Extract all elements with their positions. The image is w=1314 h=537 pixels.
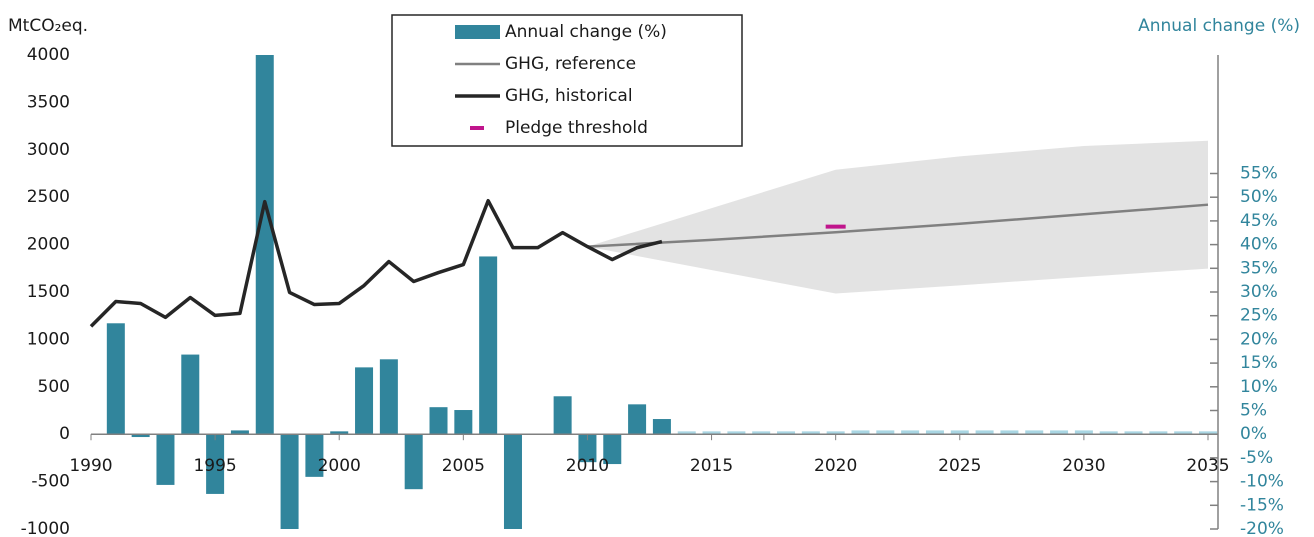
y2-tick-label: 30% xyxy=(1240,282,1278,302)
band-layer xyxy=(587,140,1208,294)
bar xyxy=(1199,431,1217,435)
bar xyxy=(801,431,820,435)
bar xyxy=(479,256,498,435)
y2-tick-label: 25% xyxy=(1240,306,1278,326)
y-tick-label: 4000 xyxy=(27,45,70,65)
y2-tick-label: 50% xyxy=(1240,187,1278,207)
bar xyxy=(503,434,522,529)
y2-tick-label: 45% xyxy=(1240,211,1278,231)
y2-tick-label: 20% xyxy=(1240,329,1278,349)
bar xyxy=(628,404,647,435)
x-tick-label: 2025 xyxy=(938,456,981,476)
legend-label: GHG, historical xyxy=(505,86,633,106)
axis-layer: -1000 -500 0 500 1000 1500 2000 2500 3000 3500 400… xyxy=(21,45,1284,537)
range-band xyxy=(587,140,1208,294)
legend-label: GHG, reference xyxy=(505,54,636,74)
bar xyxy=(950,430,969,435)
bar xyxy=(553,396,572,435)
bar xyxy=(727,431,746,435)
bar xyxy=(876,430,895,435)
bar xyxy=(454,410,473,435)
y2-tick-label: 55% xyxy=(1240,164,1278,184)
x-tick-label: 1995 xyxy=(193,456,236,476)
bar xyxy=(578,434,597,463)
bar xyxy=(826,431,845,435)
bar xyxy=(106,323,125,435)
bar xyxy=(677,431,696,435)
bar xyxy=(652,419,671,435)
bar xyxy=(305,434,324,477)
bar xyxy=(230,430,249,435)
y-tick-label: 1000 xyxy=(27,329,70,349)
legend: Annual change (%) GHG, reference GHG, hist… xyxy=(391,14,743,147)
legend-label: Pledge threshold xyxy=(505,118,648,138)
y-tick-label: 2500 xyxy=(27,187,70,207)
y2-tick-label: 40% xyxy=(1240,235,1278,255)
y2-axis-title: Annual change (%) xyxy=(1138,16,1300,36)
y-axis-title: MtCO₂eq. xyxy=(8,16,88,36)
y-tick-label: 0 xyxy=(59,424,70,444)
y2-tick-label: 5% xyxy=(1240,401,1267,421)
x-tick-label: 2035 xyxy=(1186,456,1229,476)
y-tick-label: -500 xyxy=(31,472,70,492)
bar xyxy=(330,431,349,435)
bar xyxy=(156,434,175,485)
bar xyxy=(1025,430,1044,435)
x-tick-label: 2015 xyxy=(690,456,733,476)
bar xyxy=(925,430,944,435)
bar xyxy=(181,354,200,435)
bar xyxy=(851,430,870,435)
bar xyxy=(1000,430,1019,435)
y-tick-label: -1000 xyxy=(21,519,70,537)
line-layer xyxy=(89,198,1209,328)
bar xyxy=(131,434,150,438)
bar xyxy=(429,407,448,435)
bar xyxy=(777,431,796,435)
bar xyxy=(603,434,622,465)
bar xyxy=(280,434,299,529)
bar xyxy=(379,359,398,435)
bar xyxy=(1149,431,1168,435)
bar xyxy=(752,431,771,435)
y2-tick-label: -5% xyxy=(1240,448,1273,468)
x-tick-label: 2030 xyxy=(1062,456,1105,476)
y-tick-label: 2000 xyxy=(27,235,70,255)
legend-box xyxy=(391,14,743,147)
bar xyxy=(255,55,274,435)
bar xyxy=(355,367,374,435)
line xyxy=(89,198,663,328)
legend-swatch xyxy=(455,25,500,39)
y2-tick-label: -20% xyxy=(1240,519,1284,537)
legend-label: Annual change (%) xyxy=(505,22,667,42)
y2-tick-label: -15% xyxy=(1240,495,1284,515)
y-tick-label: 3500 xyxy=(27,92,70,112)
bar xyxy=(206,434,225,494)
x-tick-label: 2000 xyxy=(318,456,361,476)
x-tick-label: 2005 xyxy=(442,456,485,476)
x-tick-label: 2010 xyxy=(566,456,609,476)
x-tick-label: 2020 xyxy=(814,456,857,476)
y2-tick-label: 0% xyxy=(1240,424,1267,444)
bar-layer xyxy=(106,55,1217,529)
y2-tick-label: 10% xyxy=(1240,377,1278,397)
bar xyxy=(404,434,423,490)
y2-tick-label: 35% xyxy=(1240,258,1278,278)
bar xyxy=(1050,430,1069,435)
bar xyxy=(901,430,920,435)
bar xyxy=(1124,431,1143,435)
y2-tick-label: 15% xyxy=(1240,353,1278,373)
y-tick-label: 1500 xyxy=(27,282,70,302)
bar xyxy=(1174,431,1193,435)
bar xyxy=(1099,431,1118,435)
y2-tick-label: -10% xyxy=(1240,472,1284,492)
bar xyxy=(975,430,994,435)
bar xyxy=(1074,430,1093,435)
x-tick-label: 1990 xyxy=(69,456,112,476)
bar xyxy=(702,431,721,435)
line xyxy=(587,203,1209,248)
y-tick-label: 500 xyxy=(38,377,70,397)
y-tick-label: 3000 xyxy=(27,140,70,160)
